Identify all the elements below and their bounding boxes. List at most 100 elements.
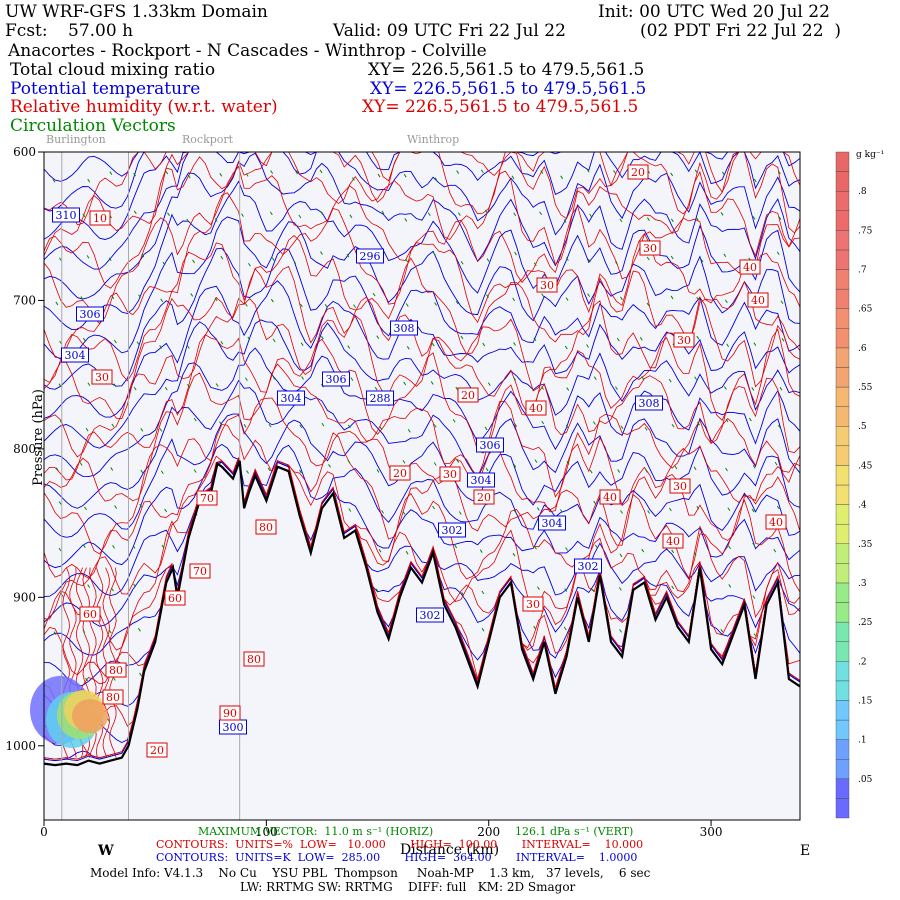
vector-arrow <box>58 501 62 505</box>
vector-arrow <box>353 304 356 308</box>
vector-arrow <box>138 628 141 632</box>
rh-label: 60 <box>168 592 182 605</box>
theta-contour-line <box>43 319 801 449</box>
rh-label-box <box>219 705 241 721</box>
vector-arrow <box>564 345 568 350</box>
vector-arrow <box>82 629 86 633</box>
theta-labels: 310 306 304 304 306 308 308 306 304 302 304 302 302 3… <box>52 207 663 735</box>
vector-arrow <box>141 253 145 258</box>
vector-arrow <box>751 387 755 391</box>
rh-label-box <box>79 606 101 622</box>
vector-arrow <box>241 213 244 217</box>
vector-arrow <box>534 459 538 463</box>
y-tick-label: 1000 <box>5 739 36 753</box>
y-tick-label: 900 <box>13 590 36 604</box>
vector-arrow <box>670 255 674 260</box>
colorbar-segment <box>835 445 850 466</box>
location-label-rockport: Rockport <box>182 133 234 146</box>
vector-arrow <box>82 337 86 342</box>
west-label: W <box>98 843 114 859</box>
vector-arrow <box>328 464 331 468</box>
rh-contour-line <box>43 424 801 579</box>
y-axis-title: Pressure (hPa) <box>30 389 46 486</box>
vector-arrow <box>136 341 140 345</box>
fcst-value: 57.00 h <box>68 21 134 41</box>
theta-label-box <box>416 607 444 623</box>
rh-label-box <box>89 210 111 226</box>
x-axis: 0 100 200 300 <box>40 820 723 839</box>
theta-label: 306 <box>326 373 347 386</box>
vector-arrow <box>160 298 164 303</box>
vector-arrow <box>160 470 164 475</box>
vector-arrow <box>299 424 303 429</box>
rh-contour-line <box>43 234 801 383</box>
vector-arrow <box>565 257 569 261</box>
theta-label-box <box>538 515 566 531</box>
colorbar-segment <box>835 641 850 662</box>
y-axis: 600 700 800 900 1000 <box>5 145 44 753</box>
rh-label: 30 <box>677 334 691 347</box>
vector-arrow <box>165 170 169 175</box>
vector-arrow <box>214 218 218 222</box>
vector-arrow <box>299 303 303 308</box>
vector-arrow <box>694 376 698 381</box>
vector-arrow <box>594 544 598 549</box>
colorbar-segment <box>835 151 850 172</box>
vector-arrow <box>752 216 756 220</box>
vector-arrow <box>776 505 780 510</box>
rh-label: 70 <box>193 565 207 578</box>
rh-contour-line <box>43 334 801 481</box>
rh-contour-info: CONTOURS: UNITS=% LOW= 10.000 HIGH= 100.… <box>156 838 644 851</box>
colorbar-tick-label: .75 <box>858 226 873 236</box>
vector-arrow <box>482 342 486 347</box>
vector-arrow <box>320 251 323 255</box>
colorbar-tick-label: .5 <box>858 422 867 432</box>
vector-arrow <box>247 336 251 341</box>
vector-arrow <box>381 510 385 514</box>
theta-label-box <box>76 306 104 322</box>
colorbar: g kg⁻¹ .05 .1 .15 .2 .25 .3 .35 .4 .45 .5 .55 .6 .65.… <box>835 150 884 819</box>
colorbar-tick-label: .35 <box>858 540 873 550</box>
vector-arrow <box>319 169 323 174</box>
colorbar-segment <box>835 406 850 427</box>
vector-arrow <box>432 505 435 510</box>
model-title: UW WRF-GFS 1.33km Domain <box>5 2 268 22</box>
vector-arrow <box>82 213 86 218</box>
vector-arrow <box>272 338 276 343</box>
vector-arrow <box>458 511 462 515</box>
vector-arrow <box>347 345 351 349</box>
colorbar-segment <box>835 386 850 407</box>
vector-arrow <box>591 588 595 593</box>
colorbar-segment <box>835 621 850 642</box>
theta-label: 302 <box>578 560 599 573</box>
vector-arrow <box>271 257 275 261</box>
rh-label: 20 <box>150 744 164 757</box>
vector-arrow <box>86 255 90 259</box>
colorbar-tick-label: .6 <box>858 344 867 354</box>
vector-arrow <box>52 178 56 183</box>
vector-arrow <box>753 633 757 637</box>
vector-arrow <box>109 171 113 175</box>
vector-arrow <box>646 256 650 261</box>
vector-arrow <box>615 261 618 265</box>
vector-arrow <box>670 172 674 177</box>
vector-arrow <box>751 508 755 513</box>
theta-label-box <box>366 390 394 406</box>
theta-label: 306 <box>80 308 101 321</box>
vector-arrow <box>645 469 648 473</box>
rh-label-box <box>747 292 769 308</box>
rh-label-box <box>91 369 113 385</box>
theta-label: 302 <box>420 609 441 622</box>
vector-arrow <box>752 595 756 599</box>
vector-arrow <box>452 419 456 423</box>
vector-arrow <box>619 629 622 633</box>
colorbar-segment <box>835 210 850 231</box>
vector-arrow <box>563 219 567 223</box>
vector-arrow <box>375 588 379 593</box>
vector-arrow <box>514 423 518 427</box>
vector-arrow <box>187 384 190 388</box>
colorbar-segment <box>835 523 850 544</box>
vector-arrow <box>486 294 489 298</box>
colorbar-tick-label: .7 <box>858 266 867 276</box>
vector-arrow <box>138 294 141 299</box>
